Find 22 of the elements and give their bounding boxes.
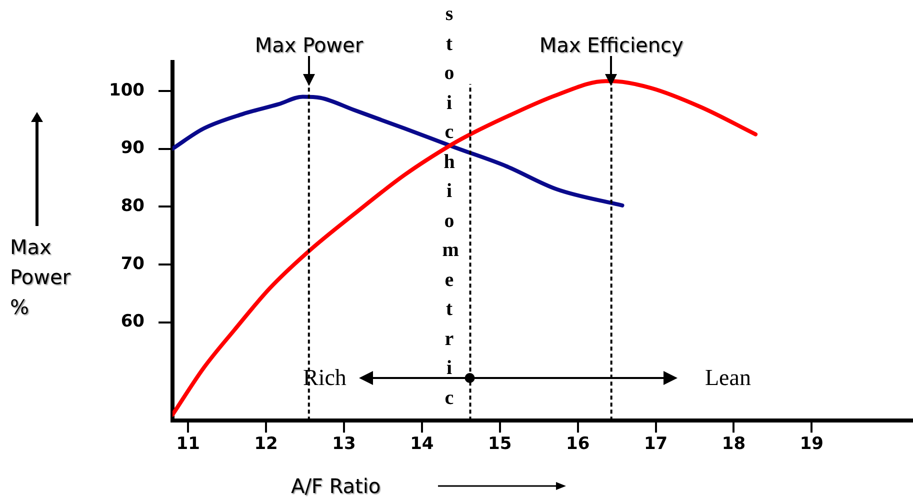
ref-line-label: Max Power [254,33,364,57]
x-axis-title: A/F Ratio [291,474,381,497]
y-tick-label: 70 [120,254,145,274]
y-axis-title: Max Power % [10,234,72,321]
y-tick-label: 100 [108,80,145,100]
x-tick-label: 11 [176,434,200,454]
x-tick-label: 12 [254,434,278,454]
x-tick-label: 14 [410,434,434,454]
y-tick-label: 60 [120,312,145,332]
x-tick-label: 18 [722,434,746,454]
annotation: Rich [302,364,346,391]
annotation: Lean [705,364,751,391]
x-tick-label: 19 [800,434,824,454]
x-tick-label: 13 [332,434,356,454]
text: stoichiometric [442,3,459,408]
x-tick-label: 17 [644,434,668,454]
ref-line-label: Max Efficiency [539,33,684,57]
x-tick-label: 16 [566,434,590,454]
y-tick-label: 80 [120,196,145,216]
x-tick-label: 15 [488,434,512,454]
line-series [172,94,624,208]
y-tick-label: 90 [120,138,145,158]
